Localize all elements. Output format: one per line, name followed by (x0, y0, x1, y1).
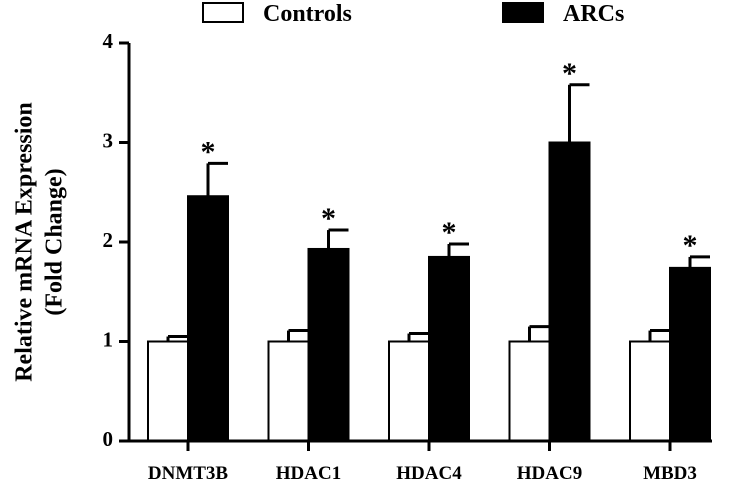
bar-controls-hdac4 (388, 340, 430, 442)
bar-arcs-hdac9 (548, 141, 591, 442)
significance-star: * (442, 216, 457, 249)
y-axis-title: Relative mRNA Expression (Fold Change) (12, 102, 68, 382)
y-axis: 0 1 2 3 4 (103, 29, 131, 451)
bar-arcs-hdac1 (307, 247, 350, 442)
x-tick-label: MBD3 (643, 463, 697, 484)
y-tick-label: 1 (103, 327, 114, 351)
x-tick-label: DNMT3B (148, 463, 229, 484)
bar-arcs-hdac4 (428, 255, 470, 442)
legend: Controls ARCs (202, 1, 624, 27)
bar-controls-mbd3 (629, 340, 671, 442)
bar-controls-hdac9 (508, 340, 551, 442)
significance-star: * (683, 229, 698, 262)
bar-arcs-dnmt3b (187, 195, 229, 442)
legend-label-controls: Controls (263, 1, 352, 27)
significance-star: * (321, 202, 336, 235)
x-axis: DNMT3B HDAC1 HDAC4 HDAC9 MBD3 (129, 439, 712, 484)
y-axis-title-line1: Relative mRNA Expression (12, 102, 38, 382)
y-tick-label: 3 (103, 128, 114, 152)
y-tick-label: 4 (103, 29, 114, 53)
x-tick-label: HDAC1 (276, 463, 341, 484)
y-axis-title-line2: (Fold Change) (42, 168, 68, 315)
legend-swatch-arcs (502, 2, 544, 23)
y-tick-label: 2 (103, 228, 114, 252)
bar-controls-dnmt3b (147, 340, 189, 442)
significance-star: * (562, 57, 577, 90)
legend-label-arcs: ARCs (563, 1, 624, 27)
bars: * * * * * (147, 57, 711, 442)
legend-swatch-controls (202, 2, 244, 23)
y-tick-label: 0 (103, 427, 114, 451)
x-tick-label: HDAC9 (517, 463, 582, 484)
x-tick-label: HDAC4 (396, 463, 462, 484)
bar-controls-hdac1 (267, 340, 310, 442)
bar-arcs-mbd3 (669, 266, 711, 442)
significance-star: * (201, 135, 216, 168)
